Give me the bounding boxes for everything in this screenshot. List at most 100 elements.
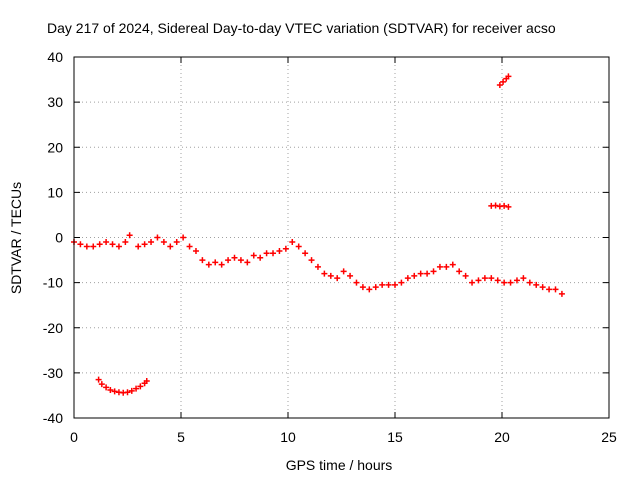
data-point [282, 245, 289, 252]
data-point [103, 239, 110, 246]
data-point [308, 257, 315, 264]
data-point [250, 252, 257, 259]
data-point [436, 263, 443, 270]
data-point [404, 275, 411, 282]
data-point [133, 385, 140, 392]
data-point [385, 281, 392, 288]
data-point [552, 286, 559, 293]
y-tick-label: -20 [43, 320, 63, 336]
series-lower-arc [95, 376, 150, 396]
x-tick-label: 10 [280, 429, 296, 445]
data-point [83, 243, 90, 250]
data-point [501, 202, 508, 209]
data-point [411, 272, 418, 279]
data-point [122, 239, 129, 246]
data-point [513, 277, 520, 284]
data-point [430, 268, 437, 275]
data-point [115, 243, 122, 250]
data-point [167, 243, 174, 250]
x-tick-label: 25 [601, 429, 617, 445]
data-point [244, 259, 251, 266]
data-point [263, 250, 270, 257]
data-point [347, 272, 354, 279]
x-tick-label: 5 [177, 429, 185, 445]
data-point [212, 259, 219, 266]
y-axis-label: SDTVAR / TECUs [8, 182, 24, 294]
data-point [143, 377, 150, 384]
data-point [192, 248, 199, 255]
data-point [154, 234, 161, 241]
data-point [443, 263, 450, 270]
data-point [539, 284, 546, 291]
data-point [492, 202, 499, 209]
x-axis-label: GPS time / hours [286, 457, 393, 473]
data-point [103, 384, 110, 391]
data-point [180, 234, 187, 241]
data-point [398, 279, 405, 286]
grid [74, 57, 609, 418]
data-point [96, 241, 103, 248]
data-point [126, 232, 133, 239]
y-tick-label: 10 [47, 184, 63, 200]
data-point [314, 263, 321, 270]
x-tick-label: 0 [70, 429, 78, 445]
data-point [366, 286, 373, 293]
data-point [270, 250, 277, 257]
data-point [205, 261, 212, 268]
data-point [340, 268, 347, 275]
y-tick-label: -30 [43, 365, 63, 381]
series-upper-segment [496, 73, 512, 88]
data-point [95, 376, 102, 383]
y-tick-label: 40 [47, 49, 63, 65]
data-point [321, 270, 328, 277]
data-point [135, 243, 142, 250]
data-point [160, 239, 167, 246]
y-tick-label: -10 [43, 275, 63, 291]
data-point [501, 279, 508, 286]
data-point [111, 388, 118, 395]
data-point [449, 261, 456, 268]
data-point [526, 279, 533, 286]
data-point [141, 241, 148, 248]
data-point [372, 284, 379, 291]
data-point [148, 239, 155, 246]
data-point [327, 272, 334, 279]
data-point [494, 277, 501, 284]
data-point [520, 275, 527, 282]
series-mid-cluster [488, 202, 512, 210]
y-tick-label: -40 [43, 410, 63, 426]
data-point [257, 254, 264, 261]
data-point [218, 261, 225, 268]
data-point [199, 257, 206, 264]
data-point [128, 387, 135, 394]
data-point [558, 290, 565, 297]
data-point [488, 275, 495, 282]
data-point [231, 254, 238, 261]
data-point [469, 279, 476, 286]
data-point [424, 270, 431, 277]
data-point [334, 275, 341, 282]
chart-title: Day 217 of 2024, Sidereal Day-to-day VTE… [47, 20, 556, 36]
data-point [546, 286, 553, 293]
x-tick-label: 20 [494, 429, 510, 445]
axis-ticks: 0 5 10 15 20 25 -40 -30 -20 -10 0 10 20 30 40 [43, 49, 617, 445]
data-point [417, 270, 424, 277]
data-point [90, 243, 97, 250]
data-point [392, 281, 398, 288]
data-point [137, 383, 144, 390]
x-tick-label: 15 [387, 429, 403, 445]
data-point [173, 239, 180, 246]
data-point [124, 389, 131, 396]
data-point [276, 248, 283, 255]
data-point [507, 279, 514, 286]
data-point [505, 203, 512, 210]
data-point [379, 281, 386, 288]
data-points [71, 73, 565, 396]
data-point [289, 239, 296, 246]
series-main-track [71, 232, 565, 297]
data-point [225, 257, 232, 264]
data-point [359, 284, 366, 291]
data-point [295, 243, 302, 250]
data-point [302, 250, 309, 257]
